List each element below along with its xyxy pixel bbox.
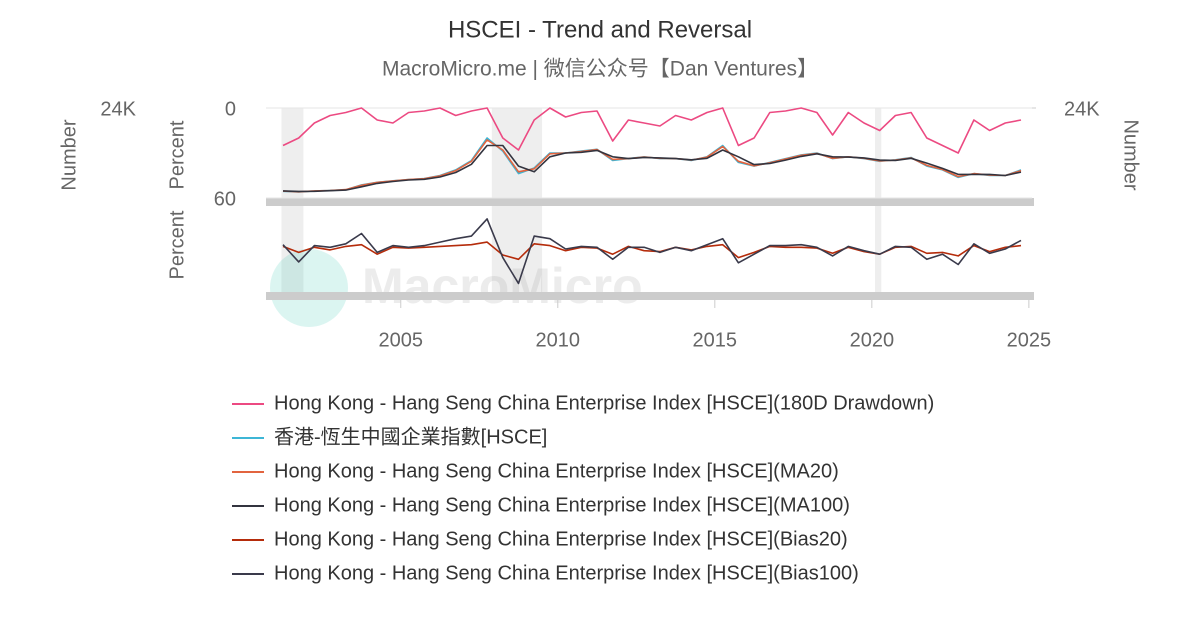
x-tick-label: 2025 [1007,329,1052,351]
legend-label: 香港-恆生中國企業指數[HSCE] [274,425,547,448]
legend-label: Hong Kong - Hang Seng China Enterprise I… [274,528,848,550]
series-line [282,218,1022,285]
x-tick-label: 2020 [850,329,895,351]
series-line [282,107,1022,154]
shaded-range [281,108,304,198]
chart-title: HSCEI - Trend and Reversal [448,16,752,43]
series-line [282,137,1022,193]
axis-title: Percent [166,210,188,279]
y-tick-label: 60 [214,188,236,210]
shading-layer [281,108,882,292]
axis-title: Number [1120,119,1142,190]
legend-label: Hong Kong - Hang Seng China Enterprise I… [274,460,839,482]
axis-title: Percent [166,120,188,189]
watermark-logo [270,249,348,327]
axis-title: Number [58,119,80,190]
panel-separator [266,198,1034,206]
series-line [282,241,1022,261]
panel-separator [266,292,1034,300]
legend-label: Hong Kong - Hang Seng China Enterprise I… [274,562,859,584]
series-line [282,139,1022,193]
y2-tick-label: 24K [1064,98,1100,120]
watermark: MacroMicro [270,249,643,327]
y-tick-label: 0 [225,98,236,120]
y2-tick-label: 24K [100,98,136,120]
shaded-range [874,206,882,292]
legend-label: Hong Kong - Hang Seng China Enterprise I… [274,392,934,414]
legend-label: Hong Kong - Hang Seng China Enterprise I… [274,494,850,516]
x-tick-label: 2005 [379,329,424,351]
watermark-text: MacroMicro [362,258,643,314]
shaded-range [491,206,543,292]
shaded-range [281,206,304,292]
x-tick-label: 2010 [536,329,581,351]
x-tick-label: 2015 [693,329,738,351]
chart-subtitle: MacroMicro.me | 微信公众号【Dan Ventures】 [382,58,818,81]
shaded-range [491,108,543,198]
shaded-range [874,108,882,198]
series-line [282,144,1022,193]
